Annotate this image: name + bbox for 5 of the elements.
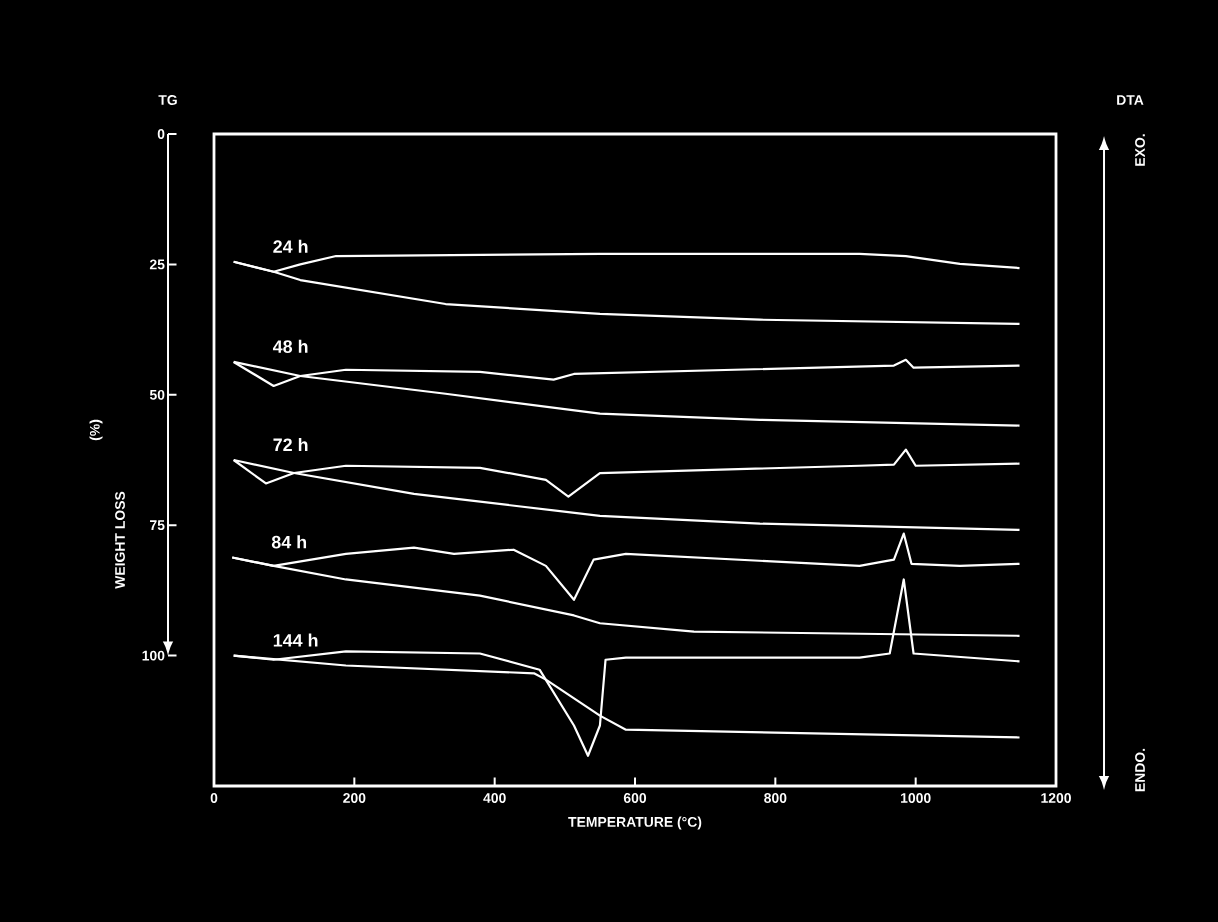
series-label: 24 h [273,239,308,253]
series-label: 84 h [271,535,307,549]
series-label: 144 h [273,633,318,647]
series-label: 72 h [273,437,308,451]
series-label: 48 h [272,339,308,353]
